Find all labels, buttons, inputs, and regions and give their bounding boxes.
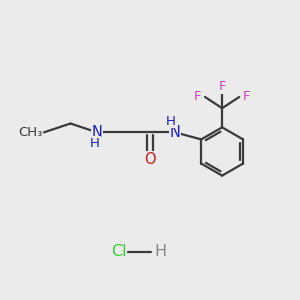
Text: CH₃: CH₃	[18, 126, 43, 139]
Text: H: H	[90, 137, 100, 150]
Text: Cl: Cl	[111, 244, 126, 259]
Text: F: F	[243, 91, 250, 103]
Text: O: O	[144, 152, 156, 167]
Text: N: N	[169, 125, 181, 140]
Text: H: H	[166, 115, 176, 128]
Text: N: N	[92, 125, 102, 140]
Text: F: F	[218, 80, 226, 93]
Text: H: H	[154, 244, 166, 259]
Text: F: F	[194, 91, 202, 103]
